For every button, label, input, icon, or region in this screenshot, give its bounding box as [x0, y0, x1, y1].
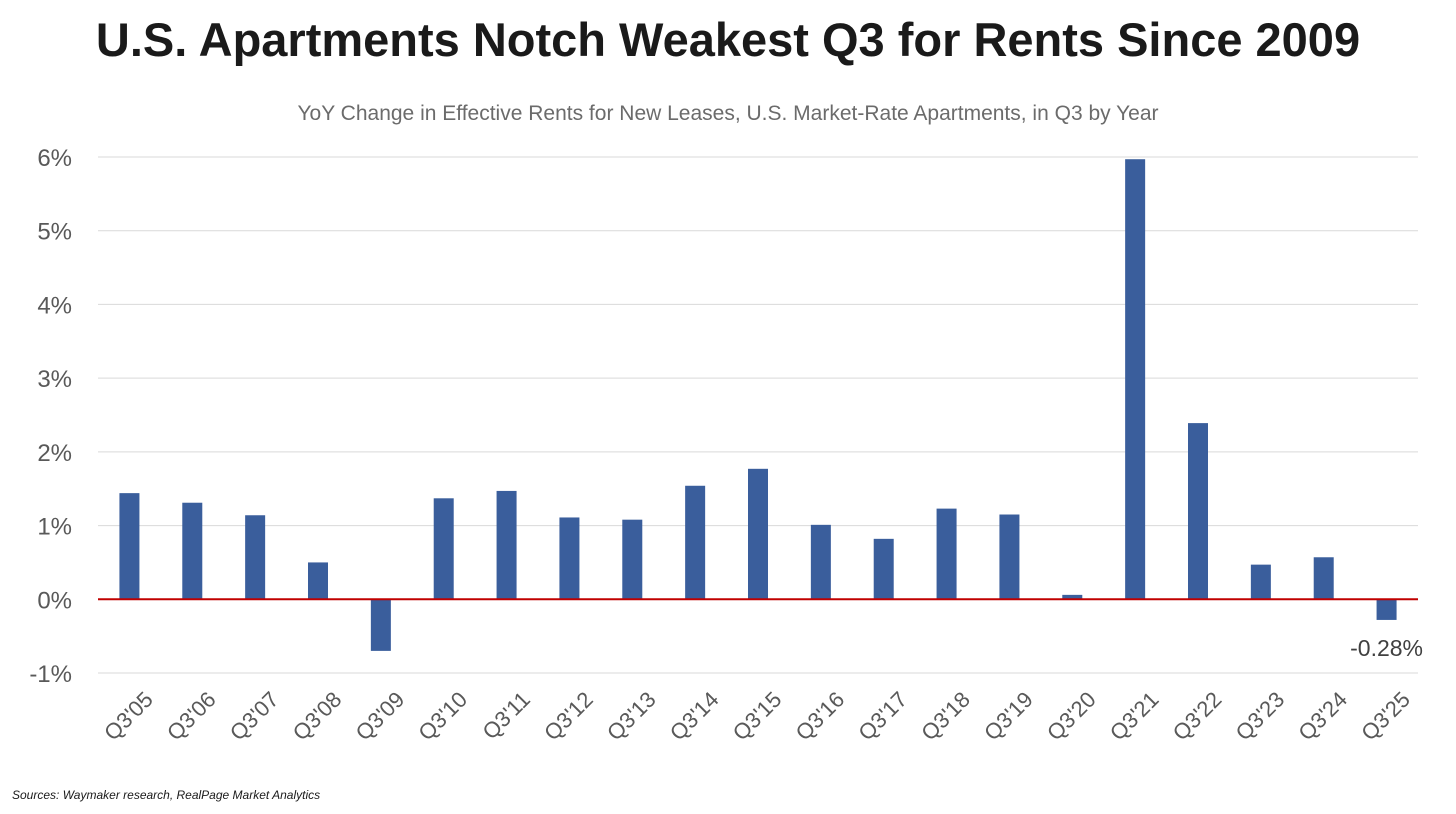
x-tick-label: Q3'19 [979, 687, 1038, 746]
y-tick-label: 3% [37, 366, 72, 393]
data-label-Q325: -0.28% [1350, 635, 1423, 661]
x-tick-label: Q3'08 [288, 687, 347, 746]
x-tick-label: Q3'15 [728, 687, 787, 746]
y-tick-label: 4% [37, 292, 72, 319]
bar-Q325 [1376, 599, 1397, 620]
x-tick-label: Q3'10 [413, 687, 472, 746]
annotations: -0.28% [1350, 635, 1423, 661]
bar-Q320 [1062, 594, 1083, 600]
bar-Q323 [1250, 564, 1271, 600]
chart-title: U.S. Apartments Notch Weakest Q3 for Ren… [95, 13, 1361, 66]
x-tick-label: Q3'21 [1105, 687, 1164, 746]
bar-Q321 [1125, 159, 1146, 600]
bar-Q311 [496, 490, 517, 600]
bar-chart: -1%0%1%2%3%4%5%6% Q3'05 Q3'06 Q3'07 Q3'08 Q3… [29, 145, 1423, 746]
bar-Q305 [119, 493, 140, 600]
y-tick-label: 1% [37, 514, 72, 541]
y-tick-label: -1% [29, 661, 72, 688]
x-tick-label: Q3'11 [477, 687, 535, 745]
x-tick-label: Q3'07 [225, 687, 284, 746]
x-tick-label: Q3'14 [665, 687, 724, 746]
bar-Q317 [873, 538, 894, 600]
x-tick-label: Q3'17 [853, 687, 912, 746]
bar-Q312 [559, 517, 580, 600]
bars [119, 159, 1397, 651]
bar-Q309 [370, 599, 391, 651]
x-tick-label: Q3'05 [99, 687, 158, 746]
y-axis-ticks: -1% 0% 1% 2% 3% 4% 5% 6% [29, 145, 72, 688]
x-axis-ticks: Q3'05 Q3'06 Q3'07 Q3'08 Q3'09 Q3'10 Q3'11 Q3'12… [99, 687, 1415, 746]
x-tick-label: Q3'09 [351, 687, 410, 746]
bar-Q313 [622, 519, 643, 600]
x-tick-label: Q3'13 [602, 687, 661, 746]
x-tick-label: Q3'20 [1042, 687, 1101, 746]
y-tick-label: 2% [37, 440, 72, 467]
chart-subtitle: YoY Change in Effective Rents for New Le… [297, 102, 1159, 125]
bar-Q318 [936, 508, 957, 600]
bar-Q310 [433, 498, 454, 600]
x-tick-label: Q3'22 [1168, 687, 1227, 746]
y-tick-label: 5% [37, 219, 72, 246]
source-note: Sources: Waymaker research, RealPage Mar… [12, 788, 321, 802]
bar-Q316 [810, 524, 831, 600]
x-tick-label: Q3'25 [1356, 687, 1415, 746]
x-tick-label: Q3'23 [1231, 687, 1290, 746]
y-tick-label: 0% [37, 587, 72, 614]
bar-Q314 [685, 485, 706, 600]
bar-Q306 [182, 502, 203, 600]
y-tick-label: 6% [37, 145, 72, 172]
x-tick-label: Q3'18 [916, 687, 975, 746]
bar-Q315 [748, 468, 768, 600]
x-tick-label: Q3'16 [791, 687, 850, 746]
x-tick-label: Q3'06 [162, 687, 221, 746]
bar-Q307 [245, 515, 266, 600]
bar-Q319 [999, 514, 1020, 600]
bar-Q308 [308, 562, 328, 600]
x-tick-label: Q3'24 [1293, 687, 1352, 746]
x-tick-label: Q3'12 [539, 687, 598, 746]
bar-Q322 [1188, 423, 1208, 600]
bar-Q324 [1313, 557, 1334, 600]
